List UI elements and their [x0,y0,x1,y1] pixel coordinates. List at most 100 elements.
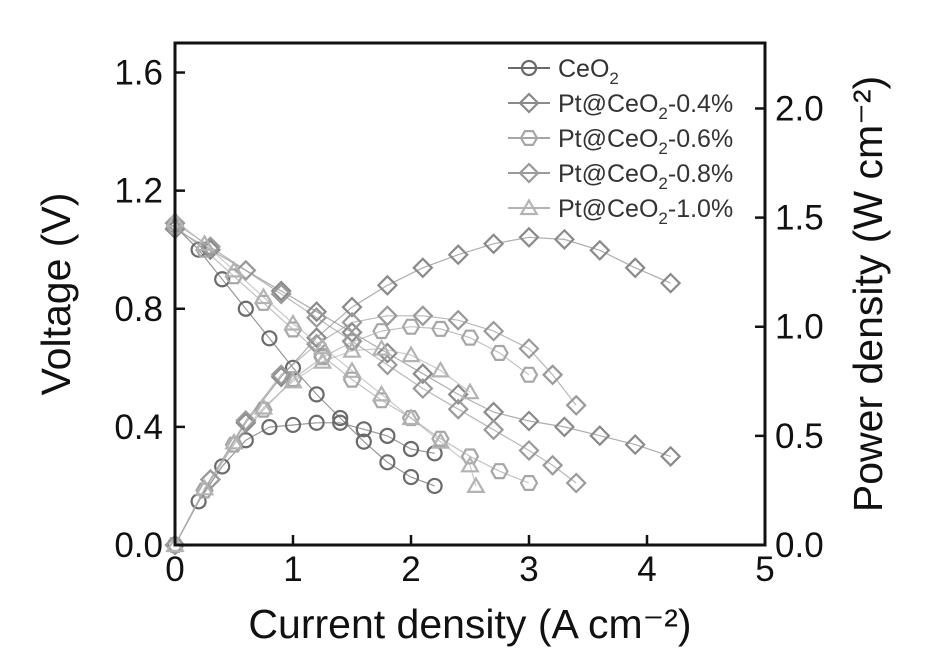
series-3-voltage-point-3 [270,283,292,305]
series-4-power-point-6 [342,341,362,358]
series-4-voltage-point-1 [194,234,215,251]
series-3-voltage-point-9 [483,419,505,441]
series-0-power-point-9 [379,427,396,444]
series-0-voltage-point-8 [355,433,372,450]
series-2-power-point-11 [490,344,509,361]
y2-tick-label-0: 0.0 [775,526,824,565]
series-2 [165,218,539,554]
series-0-power-point-10 [402,440,420,458]
series-1-voltage-point-11 [553,416,575,438]
x-tick-label-1: 1 [283,550,302,589]
series-3-power-point-2 [235,410,257,432]
series-2-voltage-point-9 [431,430,450,447]
series-1-power-point-11 [553,228,575,250]
series-2-power-point-12 [519,366,539,383]
series-4-voltage-point-4 [283,313,303,331]
y-tick-label-2: 0.8 [114,290,163,329]
series-4-voltage-line [174,219,477,487]
legend-label-2: Pt@CeO2-0.6% [558,125,733,158]
series-1-voltage-point-12 [589,425,611,447]
y2-tick-label-3: 1.5 [775,199,824,238]
series-0-power-point-7 [332,414,349,431]
x-tick-label-3: 3 [519,550,538,589]
series-0-voltage-line [174,225,435,487]
series-2-voltage-point-12 [519,475,539,491]
series-4-power-point-7 [371,338,392,356]
y-tick-label-3: 1.2 [114,172,163,211]
series-1-voltage-point-8 [447,383,469,405]
y2-tick-label-1: 0.5 [775,417,824,456]
y2-tick-label-2: 1.0 [775,308,824,347]
series-3-power-point-10 [518,338,540,360]
x-tick-label-2: 2 [401,550,420,589]
legend-item-1: Pt@CeO2-0.4% [508,90,733,123]
series-0-power-point-5 [284,416,302,434]
series-1-voltage-point-3 [270,280,292,302]
series-4-power-point-3 [253,397,274,415]
series-1-power-point-2 [235,412,257,434]
series-1-voltage-point-10 [518,410,540,432]
series-2-power-point-9 [431,320,450,337]
series-1-power-point-6 [376,274,398,296]
series-1-voltage-point-1 [199,239,221,261]
series-3-voltage-point-12 [565,472,587,494]
x-axis-title: Current density (A cm⁻²) [248,601,691,647]
series-4 [165,210,486,553]
series-3-power-point-5 [341,311,363,333]
series-3-power-point-9 [483,320,505,342]
series-3-voltage-point-2 [235,259,257,281]
series-4-voltage-point-2 [224,260,244,278]
series-2-voltage-point-6 [342,371,362,388]
x-tick-label-5: 5 [755,550,774,589]
series-4-voltage-point-7 [371,384,392,402]
series-1 [164,218,682,556]
series-0-voltage-point-3 [237,300,254,317]
series-1-power-point-9 [483,233,505,255]
legend-marker-1 [518,92,540,114]
y-tick-label-0: 0.0 [114,526,163,565]
y2-axis-title: Power density (W cm⁻²) [845,76,891,512]
series-4-power-point-8 [401,345,421,363]
series-1-power-point-5 [341,296,363,318]
series-0-voltage-point-11 [426,477,443,495]
series-3-power-point-7 [412,305,434,327]
series-1-power-point-14 [660,272,682,294]
series-3-voltage-point-6 [376,354,398,376]
series-3-power-point-6 [376,305,398,327]
series-4-power-point-10 [460,382,480,400]
series-1-power-point-12 [589,239,611,261]
series-3-power-point-3 [270,364,292,386]
series-3-power-point-8 [447,309,469,331]
axis-ticks: 0 1 2 3 4 50.00.40.81.21.60.00.51.01.52.0 [114,54,823,589]
legend-label-1: Pt@CeO2-0.4% [558,90,733,123]
series-4-voltage-point-11 [466,476,486,493]
series-2-power-point-10 [460,329,480,346]
series-0-voltage-point-9 [379,454,396,471]
series-4-power-point-2 [224,432,244,450]
series-4-power-point-4 [283,371,303,389]
series-2-power-point-8 [401,318,421,335]
legend-marker-0 [520,59,538,77]
legend-label-0: CeO2 [558,55,619,88]
legend-marker-2 [519,130,539,146]
series-3-voltage-point-7 [412,377,434,400]
legend-marker-4 [519,198,539,216]
series-3-power-point-11 [542,364,564,386]
series-2-power-line [174,326,530,546]
series-4-voltage-point-10 [460,455,480,473]
series-1-power-point-10 [518,226,540,248]
x-tick-label-4: 4 [637,550,656,589]
series-3-power-point-12 [565,394,587,416]
series-1-voltage-line [174,228,671,457]
series-4-voltage-point-9 [430,431,451,449]
series-0-voltage-point-10 [402,468,420,486]
legend-marker-3 [518,162,540,184]
legend-item-2: Pt@CeO2-0.6% [508,125,733,158]
series-2-power-point-3 [254,401,273,418]
series-4-power-line [174,347,471,546]
series-3-voltage-point-11 [542,454,564,476]
legend-item-0: CeO2 [508,55,619,88]
series-1-voltage-point-13 [624,434,646,456]
series-0-voltage-point-7 [332,409,349,427]
